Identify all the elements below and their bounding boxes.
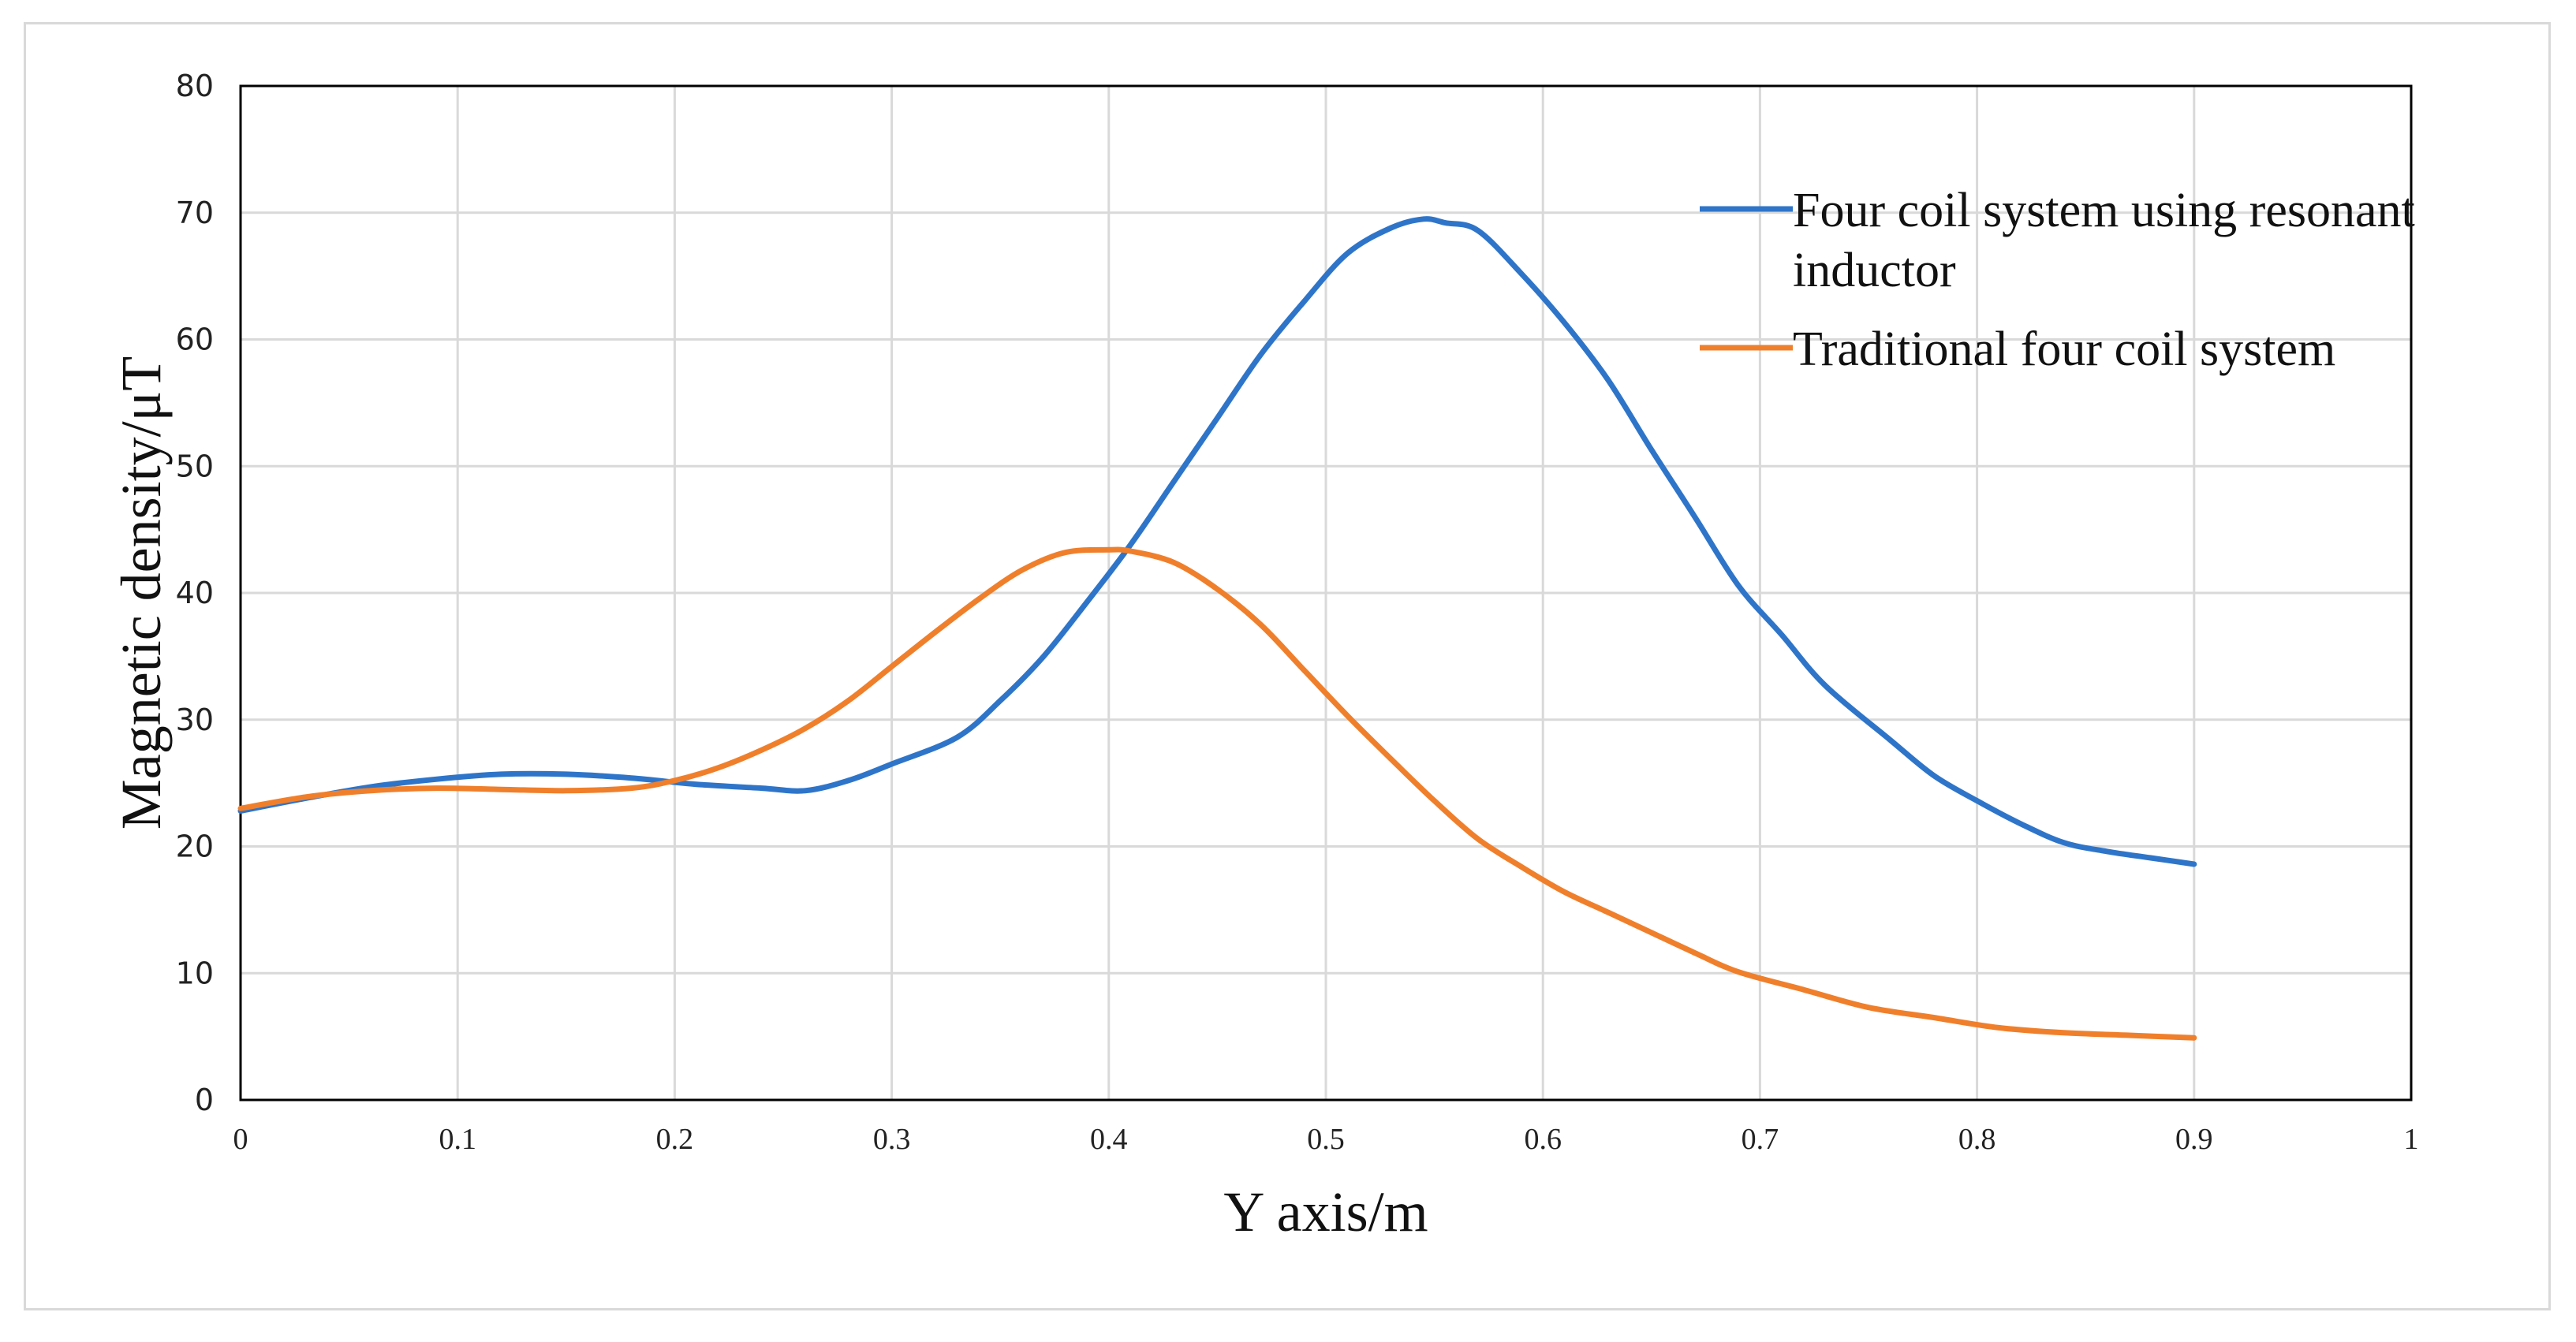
x-tick-label: 0.6: [1524, 1123, 1562, 1156]
x-tick-label: 0.1: [439, 1123, 476, 1156]
legend-label-1: Four coil system using resonant: [1793, 184, 2415, 237]
x-tick-label: 0.3: [873, 1123, 911, 1156]
y-tick-label: 20: [176, 829, 214, 864]
line-chart: 0 10 20 30 40 50 60 70 80 0 0.1 0.2 0.3 0.4 0.5 0.6 0.7 0…: [110, 69, 2419, 1243]
x-tick-label: 0.2: [656, 1123, 694, 1156]
series-line-2: [237, 546, 2197, 1041]
x-tick-label: 0.7: [1742, 1123, 1779, 1156]
legend-label-1: inductor: [1793, 244, 1956, 297]
gridlines: [241, 86, 2411, 1100]
y-tick-label: 30: [176, 703, 214, 737]
y-tick-label: 60: [176, 322, 214, 357]
legend: Four coil system using resonant inductor T…: [1700, 184, 2415, 376]
x-axis-title: Y axis/m: [1223, 1180, 1428, 1243]
x-tick-label: 0: [233, 1123, 248, 1156]
chart-frame: 0 10 20 30 40 50 60 70 80 0 0.1 0.2 0.3 0.4 0.5 0.6 0.7 0…: [24, 22, 2551, 1310]
series-line-1: [237, 216, 2197, 867]
y-tick-label: 0: [195, 1083, 214, 1117]
y-tick-label: 10: [176, 956, 214, 990]
series-lines: [237, 216, 2197, 1041]
legend-label-2: Traditional four coil system: [1793, 322, 2335, 376]
x-tick-label: 0.5: [1307, 1123, 1345, 1156]
x-tick-label: 0.4: [1090, 1123, 1128, 1156]
y-tick-label: 50: [176, 449, 214, 483]
x-tick-label: 1: [2404, 1123, 2419, 1156]
x-tick-label: 0.9: [2175, 1123, 2213, 1156]
y-tick-label: 80: [176, 69, 214, 103]
y-tick-label: 70: [176, 196, 214, 230]
y-axis-title: Magnetic density/μT: [110, 356, 173, 829]
x-tick-label: 0.8: [1958, 1123, 1996, 1156]
plot-area-border: [239, 84, 2413, 1102]
tick-labels: 0 10 20 30 40 50 60 70 80 0 0.1 0.2 0.3 0.4 0.5 0.6 0.7 0…: [176, 69, 2419, 1156]
y-tick-label: 40: [176, 576, 214, 610]
